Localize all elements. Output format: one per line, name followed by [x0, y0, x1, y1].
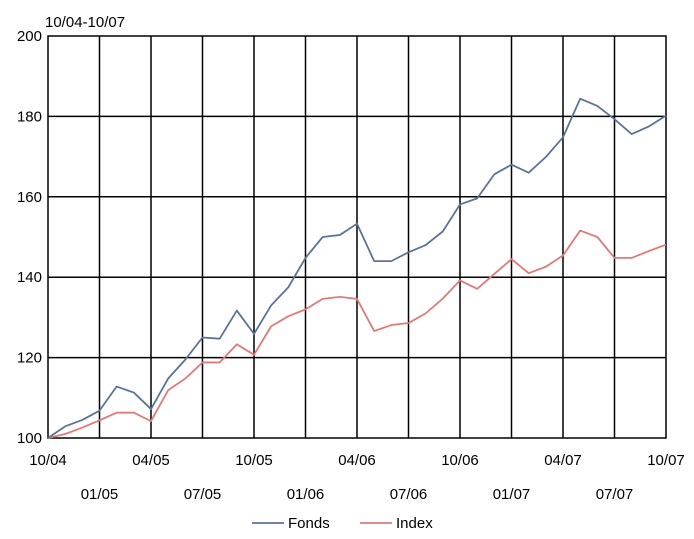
x-tick-label: 10/07: [647, 452, 685, 469]
legend-label-index: Index: [396, 515, 433, 532]
y-tick-label: 120: [17, 350, 42, 367]
x-tick-label: 01/05: [81, 486, 119, 503]
x-tick-label: 04/07: [544, 452, 582, 469]
y-tick-label: 160: [17, 189, 42, 206]
y-tick-label: 100: [17, 430, 42, 447]
y-axis-tick-labels: 100 120 140 160 180 200: [17, 28, 42, 447]
chart-title: 10/04-10/07: [45, 14, 125, 31]
x-tick-label: 07/07: [596, 486, 634, 503]
legend-label-fonds: Fonds: [288, 515, 330, 532]
x-tick-label: 04/05: [132, 452, 170, 469]
x-tick-label: 01/07: [493, 486, 531, 503]
y-tick-label: 200: [17, 28, 42, 45]
x-tick-label: 01/06: [287, 486, 325, 503]
y-tick-label: 140: [17, 269, 42, 286]
x-tick-label: 07/05: [184, 486, 222, 503]
legend: Fonds Index: [252, 515, 433, 532]
x-axis-tick-labels: 10/04 04/05 10/05 04/06 10/06 04/07 10/07 01/05…: [29, 452, 685, 503]
x-tick-label: 10/06: [441, 452, 479, 469]
x-tick-label: 10/04: [29, 452, 67, 469]
y-tick-label: 180: [17, 108, 42, 125]
x-tick-label: 07/06: [390, 486, 428, 503]
x-tick-label: 04/06: [338, 452, 376, 469]
x-tick-label: 10/05: [235, 452, 273, 469]
vertical-gridlines: [100, 36, 615, 438]
